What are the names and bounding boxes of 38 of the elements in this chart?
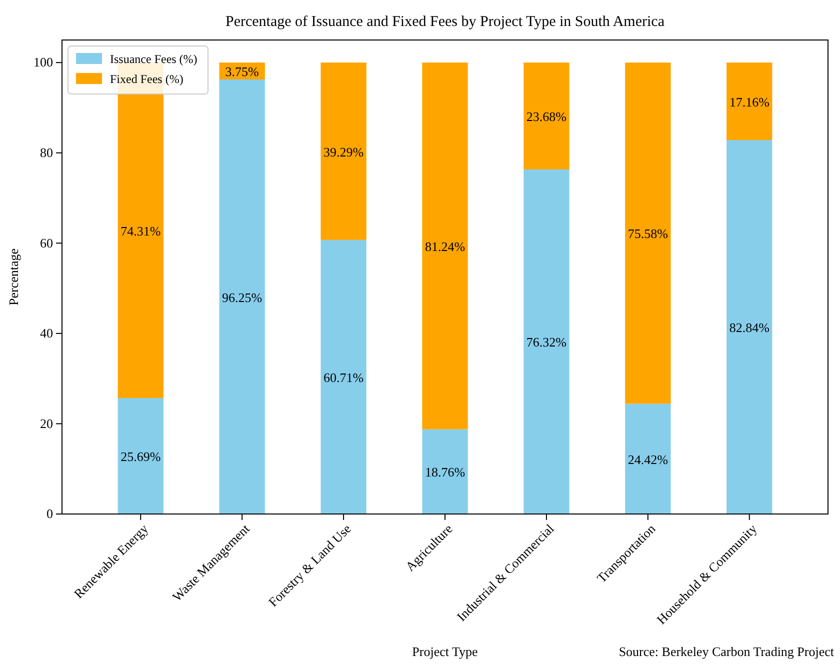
y-tick-label: 20	[40, 416, 53, 431]
legend-label: Fixed Fees (%)	[110, 72, 184, 86]
legend-label: Issuance Fees (%)	[110, 52, 198, 66]
bar	[524, 169, 570, 514]
y-tick-label: 40	[40, 326, 53, 341]
data-label: 18.76%	[424, 464, 466, 480]
bar	[625, 62, 671, 404]
data-label: 82.84%	[729, 320, 770, 336]
bar	[118, 398, 164, 514]
bar	[219, 80, 265, 514]
chart-title: Percentage of Issuance and Fixed Fees by Project Type in South America	[226, 14, 665, 30]
data-label: 39.29%	[323, 144, 364, 160]
data-label: 81.24%	[424, 238, 466, 254]
data-label: 75.58%	[628, 226, 668, 242]
y-axis-title: Percentage	[6, 248, 21, 306]
data-label: 76.32%	[526, 334, 567, 350]
data-label: 25.69%	[120, 449, 161, 464]
y-tick-label: 60	[40, 235, 53, 250]
bar	[422, 429, 468, 514]
x-axis-title: Project Type	[412, 644, 478, 659]
y-tick-label: 100	[34, 54, 53, 70]
data-label: 3.75%	[225, 64, 260, 80]
bar	[726, 62, 772, 140]
bar	[320, 240, 366, 514]
data-label: 96.25%	[222, 290, 262, 305]
bar	[726, 140, 772, 514]
data-label: 23.68%	[526, 109, 567, 124]
bar	[625, 404, 671, 514]
y-tick-label: 0	[46, 506, 53, 522]
data-label: 17.16%	[729, 94, 770, 110]
source-note: Source: Berkeley Carbon Trading Project	[618, 644, 834, 659]
bar	[422, 62, 468, 430]
data-label: 60.71%	[323, 370, 364, 385]
y-tick-label: 80	[40, 145, 53, 160]
data-label: 24.42%	[628, 452, 668, 467]
bar	[320, 62, 366, 240]
data-label: 74.31%	[120, 223, 161, 238]
bar	[524, 62, 570, 170]
